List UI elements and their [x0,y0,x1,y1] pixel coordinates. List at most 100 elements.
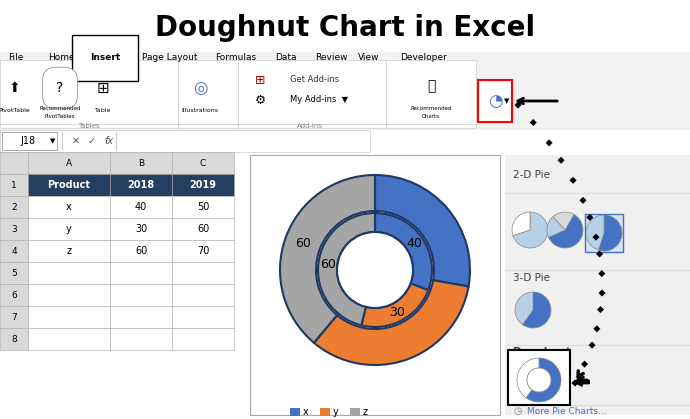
Wedge shape [598,215,622,251]
Bar [28,196,110,218]
Bar [515,101,522,109]
Bar [110,174,172,196]
Wedge shape [515,292,533,325]
Text: Tables: Tables [78,123,100,129]
Bar [581,361,588,367]
Text: Charts: Charts [422,114,440,119]
Text: Product: Product [48,180,90,190]
Bar [172,262,234,284]
Text: Doughnut Chart in Excel: Doughnut Chart in Excel [155,14,535,42]
Text: J18: J18 [20,136,35,146]
Bar [110,328,172,350]
Bar [28,152,110,174]
Bar [569,177,577,184]
Text: PivotTable: PivotTable [0,108,30,112]
Text: My Add-ins  ▼: My Add-ins ▼ [290,96,348,104]
Text: 📊: 📊 [427,79,435,93]
Bar [386,60,476,128]
Text: Recommended: Recommended [411,106,452,111]
Text: 5: 5 [11,269,17,277]
Bar [172,328,234,350]
Bar [598,270,605,277]
Text: Page Layout: Page Layout [142,54,197,62]
Text: fx: fx [104,136,113,146]
Text: View: View [358,54,380,62]
Bar [0,60,178,128]
Bar [530,119,537,126]
Text: x: x [66,202,72,212]
Text: ✕: ✕ [72,136,80,146]
Bar [250,155,500,415]
Text: C: C [200,158,206,168]
Text: 3-D Pie: 3-D Pie [513,273,550,283]
Text: Table: Table [95,108,111,112]
Text: More Pie Charts...: More Pie Charts... [527,406,607,416]
Wedge shape [513,212,548,248]
Text: 2018: 2018 [128,180,155,190]
Text: Formulas: Formulas [215,54,256,62]
Bar [110,262,172,284]
Text: 50: 50 [197,202,209,212]
Text: y: y [66,224,72,234]
Bar [110,196,172,218]
Bar [0,152,28,174]
Bar [0,130,370,152]
Text: 30: 30 [389,305,405,318]
Bar [172,284,234,306]
Text: z: z [66,246,72,256]
Text: File: File [8,54,23,62]
Bar [478,80,512,122]
Text: PivotTables: PivotTables [45,114,75,119]
Text: y: y [333,407,339,417]
Wedge shape [375,175,470,287]
Bar [597,306,604,313]
Bar [0,218,28,240]
Bar [546,140,553,146]
Bar [320,408,330,416]
Bar [110,240,172,262]
Bar [505,155,690,415]
Text: 40: 40 [406,236,422,250]
Text: Doughnut: Doughnut [513,347,571,357]
Text: 60: 60 [197,224,209,234]
Bar [0,52,690,130]
Bar [110,284,172,306]
Text: A: A [66,158,72,168]
Bar [2,132,57,150]
Bar [593,234,600,241]
Bar [0,196,28,218]
Bar [28,284,110,306]
Text: 70: 70 [197,246,209,256]
Bar [0,240,28,262]
Bar [28,328,110,350]
Text: 4: 4 [11,246,17,256]
Wedge shape [527,368,551,392]
Bar [28,240,110,262]
Bar [28,218,110,240]
Bar [172,218,234,240]
Text: ◷: ◷ [513,406,522,416]
Bar [585,214,623,252]
Text: ⊞: ⊞ [255,73,265,86]
Text: ▼: ▼ [504,98,510,104]
Bar [110,152,172,174]
Bar [0,262,28,284]
Bar [0,174,28,196]
Text: Insert: Insert [90,54,120,62]
Bar [0,306,28,328]
Text: 60: 60 [295,237,310,250]
Text: 2-D Pie: 2-D Pie [513,170,550,180]
Bar [558,157,564,164]
Bar [172,196,234,218]
Text: 60: 60 [320,258,336,271]
Text: 6: 6 [11,290,17,300]
Text: ◎: ◎ [193,79,207,97]
Text: Home: Home [48,54,75,62]
Text: ⚙: ⚙ [255,93,266,106]
Bar [508,350,570,405]
Text: ⊞: ⊞ [97,80,110,96]
Bar [596,251,603,258]
Text: 3: 3 [11,225,17,233]
Text: z: z [363,407,368,417]
Bar [0,284,28,306]
